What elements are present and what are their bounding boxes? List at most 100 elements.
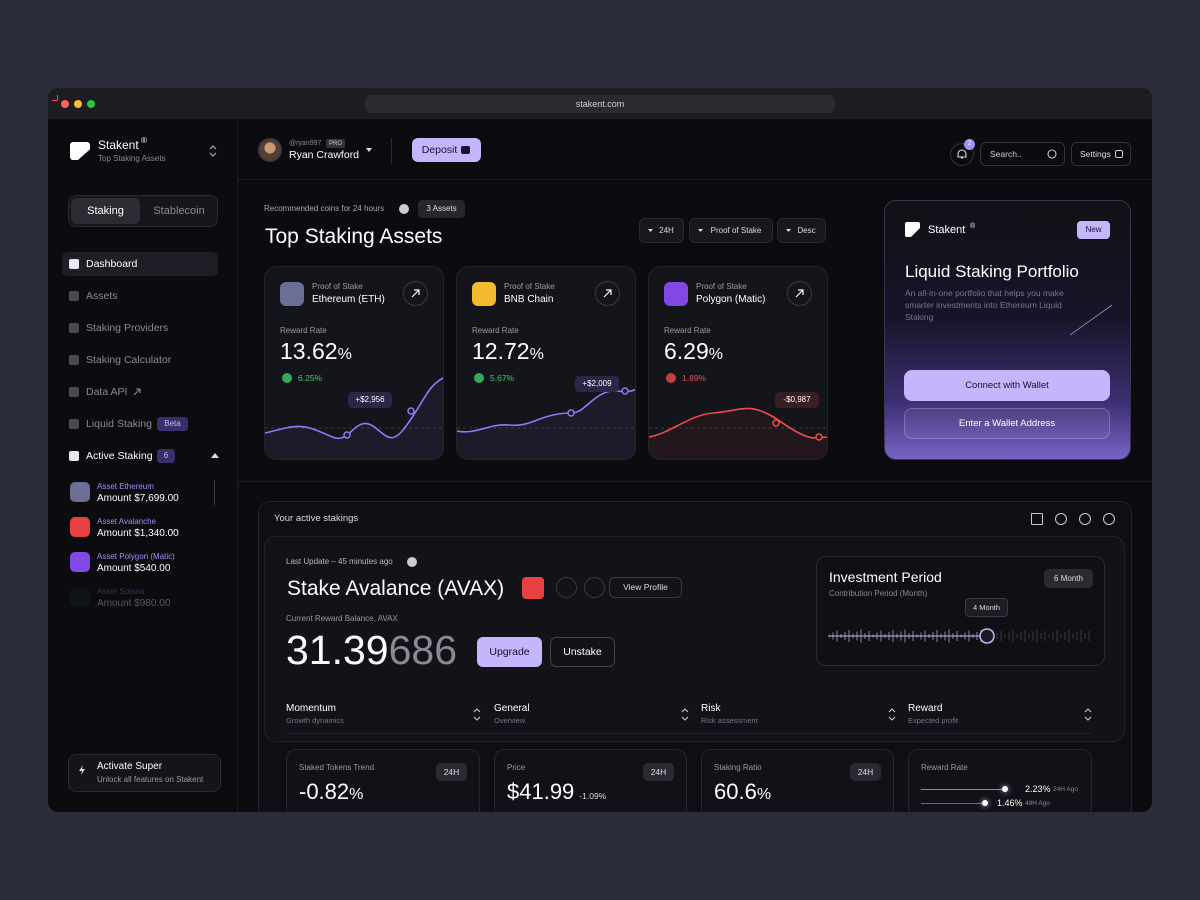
change-value: 1.89%: [682, 372, 707, 383]
streak: [1069, 304, 1113, 336]
chart-tooltip: +$2,009: [575, 376, 619, 392]
copy-link-button[interactable]: [556, 577, 577, 598]
nav-item[interactable]: Dashboard: [86, 257, 138, 270]
card-label: Reward Rate: [472, 326, 519, 335]
arrow-icon: [411, 289, 420, 298]
stat-period[interactable]: 24H: [436, 763, 467, 781]
unstake-button[interactable]: Unstake: [550, 637, 615, 667]
caret: [366, 148, 372, 152]
tab-chevrons: [473, 708, 481, 721]
metric-tab-subtitle: Risk assessment: [701, 716, 758, 726]
stat-unit: %: [756, 786, 772, 803]
arrow: [795, 289, 804, 298]
clock-icon: [407, 557, 417, 567]
open-button[interactable]: [403, 281, 428, 306]
open-button[interactable]: [787, 281, 812, 306]
nav-item[interactable]: Active Staking: [86, 449, 153, 462]
rate-value: 2.23%: [1025, 783, 1051, 794]
upgrade-box[interactable]: [68, 754, 221, 792]
avax-icon: [522, 577, 544, 599]
filter-caret: [786, 229, 791, 232]
avatar[interactable]: [258, 138, 282, 162]
chevrons: [473, 708, 481, 721]
metric-tab[interactable]: Momentum: [286, 703, 337, 714]
view-profile-button[interactable]: View Profile: [609, 577, 682, 598]
rate-dot: [1002, 786, 1008, 792]
asset-name[interactable]: Asset Solana: [97, 587, 145, 596]
upgrade-button[interactable]: Upgrade: [477, 637, 542, 667]
change-icon: [474, 373, 484, 383]
promo-title: Liquid Staking Portfolio: [905, 261, 1079, 281]
filter-dropdown[interactable]: Desc: [777, 218, 826, 243]
chevrons: [888, 708, 896, 721]
open-button[interactable]: [595, 281, 620, 306]
pro-badge: PRO: [326, 139, 345, 148]
coin-icon: [664, 282, 688, 306]
deposit-button[interactable]: Deposit: [412, 138, 481, 162]
tab-chevrons: [681, 708, 689, 721]
promo-mark: ®: [970, 222, 976, 230]
rate-value: 6.29: [664, 338, 709, 364]
filter-caret: [648, 229, 653, 232]
nav-item[interactable]: Data API: [86, 385, 128, 398]
reward-balance: 31.39686: [286, 630, 457, 671]
metric-tab-subtitle: Overview: [494, 716, 526, 726]
window-control[interactable]: [61, 100, 69, 108]
down-arrow: -1.09%: [579, 791, 607, 801]
trend-glow: [265, 378, 443, 459]
arrow: [603, 289, 612, 298]
trend-dot: [343, 431, 351, 439]
nav-icon: [69, 291, 79, 301]
sidebar-divider: [237, 120, 238, 812]
asset-name[interactable]: Asset Ethereum: [97, 482, 154, 491]
settings-button[interactable]: [1071, 142, 1131, 166]
address-bar[interactable]: [365, 95, 835, 113]
asset-name[interactable]: Asset Avalanche: [97, 517, 157, 526]
asset-count: 3 Assets: [418, 200, 465, 218]
stat-period[interactable]: 24H: [643, 763, 674, 781]
window-control[interactable]: [74, 100, 82, 108]
nav-item[interactable]: Staking Calculator: [86, 353, 172, 366]
nav-icon: [69, 323, 79, 333]
share-button[interactable]: [584, 577, 605, 598]
wallet-icon: [461, 146, 470, 154]
filter-dropdown[interactable]: 24H: [639, 218, 684, 243]
balance-main: 31.39: [286, 627, 389, 673]
connect-wallet-button[interactable]: Connect with Wallet: [904, 370, 1110, 401]
nav-icon: [69, 419, 79, 429]
window-control[interactable]: [87, 100, 95, 108]
tab[interactable]: Stablecoin: [153, 204, 205, 217]
asset-name[interactable]: Asset Polygon (Matic): [97, 552, 175, 561]
stat-period[interactable]: 24H: [850, 763, 881, 781]
asset-amount: Amount $1,340.00: [97, 528, 179, 539]
filter-dropdown[interactable]: Proof of Stake: [689, 218, 773, 243]
header-divider-v: [391, 138, 392, 164]
card-category: Proof of Stake: [696, 282, 747, 291]
wallet-address-button[interactable]: Enter a Wallet Address: [904, 408, 1110, 439]
panel-tool[interactable]: [1103, 513, 1115, 525]
panel-tool[interactable]: [1031, 513, 1043, 525]
user-name[interactable]: Ryan Crawford: [289, 148, 360, 161]
metric-tab[interactable]: General: [494, 703, 530, 714]
investment-subtitle: Contribution Period (Month): [829, 589, 928, 598]
rate-bar: [921, 803, 985, 804]
metric-tab[interactable]: Risk: [701, 703, 721, 714]
period-badge[interactable]: 6 Month: [1044, 569, 1093, 588]
brand-tagline: Top Staking Assets: [98, 154, 166, 163]
asset-amount: Amount $7,699.00: [97, 493, 179, 504]
panel-tool[interactable]: [1055, 513, 1067, 525]
nav-item[interactable]: Staking Providers: [86, 321, 169, 334]
upgrade-subtitle: Unlock all features on Stakent: [97, 775, 204, 784]
metric-tab[interactable]: Reward: [908, 703, 943, 714]
nav-item[interactable]: Assets: [86, 289, 118, 302]
tab-active[interactable]: Staking: [71, 198, 140, 224]
shooting-star: [1069, 304, 1113, 336]
caret: [211, 453, 219, 458]
notifications-button[interactable]: [950, 143, 974, 166]
bolt: [79, 765, 85, 775]
nav-item[interactable]: Liquid Staking: [86, 417, 152, 430]
asset-icon: [70, 517, 90, 537]
arrow: [411, 289, 420, 298]
panel-tool[interactable]: [1079, 513, 1091, 525]
search-box[interactable]: [980, 142, 1065, 166]
